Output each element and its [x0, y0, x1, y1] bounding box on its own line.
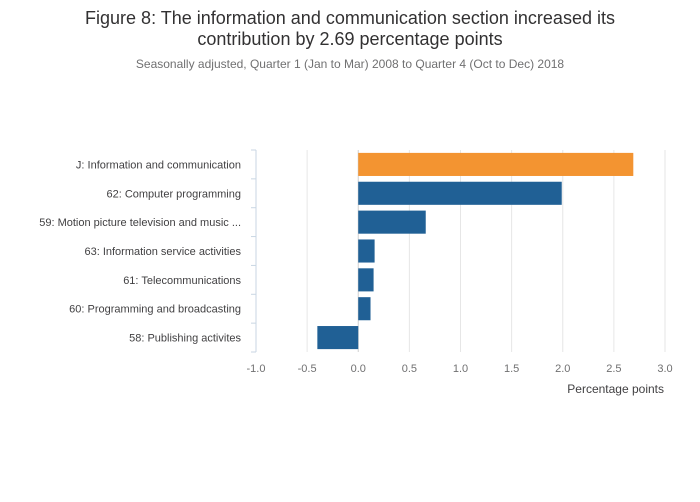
bar: [358, 239, 375, 263]
y-axis: J: Information and communication 62: Comp…: [39, 149, 257, 353]
y-tick-label: 62: Computer programming: [106, 188, 241, 200]
x-tick-label: 2.0: [555, 363, 570, 375]
chart-title: Figure 8: The information and communicat…: [0, 8, 700, 50]
bars: [317, 152, 634, 350]
x-tick-label: 0.0: [351, 363, 366, 375]
x-tick-label: 3.0: [657, 363, 672, 375]
x-axis-title: Percentage points: [567, 382, 664, 396]
bar: [317, 326, 359, 350]
x-tick-label: -0.5: [298, 363, 317, 375]
y-tick-label: J: Information and communication: [76, 159, 241, 171]
chart-subtitle: Seasonally adjusted, Quarter 1 (Jan to M…: [135, 57, 565, 71]
x-tick-label: 1.5: [504, 363, 519, 375]
y-tick-label: 59: Motion picture television and music …: [39, 217, 241, 229]
x-tick-label: -1.0: [247, 363, 266, 375]
x-tick-label: 0.5: [402, 363, 417, 375]
x-axis: -1.0 -0.5 0.0 0.5 1.0 1.5 2.0 2.5 3.0: [247, 363, 673, 375]
y-tick-label: 63: Information service activities: [84, 246, 241, 258]
chart-title-line-1: Figure 8: The information and communicat…: [85, 8, 615, 28]
bar: [358, 152, 634, 176]
bar: [358, 181, 562, 205]
bar: [358, 297, 371, 321]
y-tick-label: 60: Programming and broadcasting: [69, 304, 241, 316]
x-tick-label: 2.5: [606, 363, 621, 375]
x-tick-label: 1.0: [453, 363, 468, 375]
y-tick-label: 61: Telecommunications: [123, 275, 241, 287]
bar: [358, 268, 374, 292]
y-tick-label: 58: Publishing activites: [129, 333, 241, 345]
chart-title-line-2: contribution by 2.69 percentage points: [197, 29, 503, 49]
bar: [358, 210, 426, 234]
